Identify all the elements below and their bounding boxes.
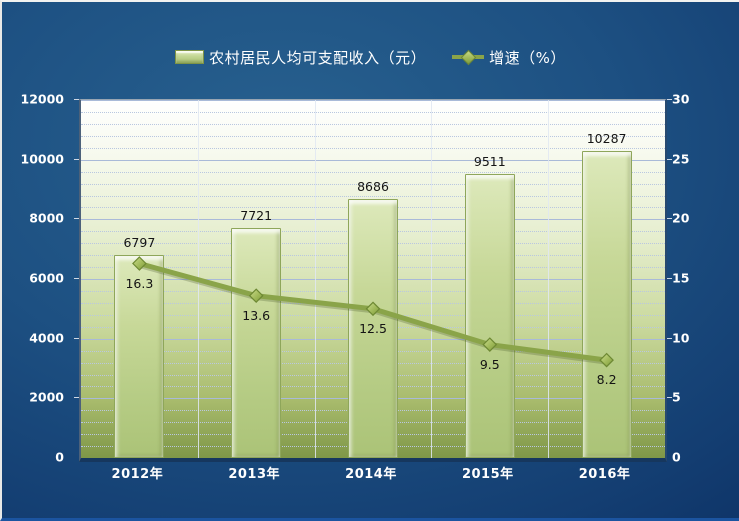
- x-axis-label-2015年: 2015年: [461, 467, 514, 482]
- bar-series-swatch-icon: [175, 50, 205, 64]
- left-axis-tickmark: [74, 337, 79, 339]
- right-axis-tickmark: [667, 158, 672, 160]
- bar-2013年: [231, 227, 282, 458]
- minor-gridline: [81, 147, 665, 149]
- bar-value-label: 6797: [123, 235, 156, 251]
- right-axis-tick-label: 10: [672, 330, 690, 346]
- plot-area: 6797 7721 8686 9511 10287 16.3 13.6 12.5 9.5 8.2: [79, 99, 667, 462]
- minor-gridline: [81, 195, 665, 197]
- left-axis-tickmark: [74, 218, 79, 220]
- x-axis-label-2013年: 2013年: [228, 467, 281, 482]
- left-axis-tick-label: 6000: [29, 270, 64, 286]
- bar-value-label: 7721: [240, 207, 273, 223]
- right-axis-tick-label: 0: [672, 449, 681, 465]
- right-axis-tickmark: [667, 337, 672, 339]
- line-marker-diamond: [132, 256, 147, 271]
- bar-2016年: [581, 151, 632, 458]
- right-axis-tickmark: [667, 278, 672, 279]
- right-axis-tick-label: 15: [672, 270, 690, 286]
- x-axis-label-2014年: 2014年: [345, 467, 397, 482]
- left-axis-tickmark: [74, 397, 79, 399]
- line-marker-diamond: [365, 301, 381, 317]
- right-axis-tickmark: [667, 99, 672, 100]
- right-axis-tickmark: [667, 218, 672, 220]
- bar-value-label: 10287: [586, 131, 627, 147]
- minor-gridline: [81, 111, 665, 113]
- bar-value-label: 8686: [357, 178, 389, 194]
- left-axis-tickmark: [74, 99, 79, 100]
- bar-2015年: [464, 174, 515, 458]
- x-axis-label-2016年: 2016年: [578, 467, 631, 482]
- line-marker-diamond: [482, 337, 498, 352]
- category-gridline: [548, 100, 550, 458]
- growth-value-label: 16.3: [125, 275, 154, 291]
- growth-value-label: 13.6: [242, 307, 271, 323]
- right-axis-tick-label: 25: [672, 151, 690, 167]
- growth-value-label: 9.5: [479, 356, 500, 372]
- minor-gridline: [81, 183, 665, 185]
- left-axis-tickmark: [74, 158, 79, 160]
- legend-label-income: 农村居民人均可支配收入（元）: [209, 48, 427, 67]
- minor-gridline: [81, 135, 665, 137]
- growth-value-label: 12.5: [359, 320, 387, 336]
- bar-value-label: 9511: [473, 154, 506, 170]
- right-axis-tickmark: [667, 397, 672, 399]
- bar-2012年: [114, 255, 165, 458]
- line-series-swatch-icon: [452, 49, 485, 66]
- legend-item-income: 农村居民人均可支配收入（元）: [175, 47, 426, 68]
- legend-item-growth: 增速（%）: [452, 47, 566, 68]
- right-axis-tick-label: 5: [672, 389, 681, 405]
- left-axis-tick-label: 2000: [29, 389, 64, 405]
- legend: 农村居民人均可支配收入（元） 增速（%）: [2, 44, 739, 70]
- right-axis-tick-label: 30: [672, 91, 690, 107]
- line-marker-diamond: [599, 352, 614, 368]
- category-gridline: [431, 100, 433, 458]
- left-axis-tick-label: 10000: [20, 151, 65, 167]
- left-axis-tick-label: 0: [55, 449, 64, 465]
- growth-value-label: 8.2: [596, 372, 617, 388]
- major-gridline: [81, 100, 665, 101]
- left-axis-tick-label: 12000: [20, 91, 65, 107]
- category-gridline: [314, 100, 316, 458]
- growth-line: [132, 256, 614, 368]
- minor-gridline: [81, 171, 665, 173]
- left-axis-tick-label: 8000: [29, 210, 64, 226]
- bar-2014年: [348, 198, 398, 458]
- line-marker-diamond: [248, 288, 264, 304]
- left-axis-tickmark: [74, 278, 79, 279]
- x-axis-label-2012年: 2012年: [111, 467, 164, 482]
- left-axis-tick-label: 4000: [29, 330, 64, 346]
- right-axis-tick-label: 20: [672, 210, 690, 226]
- major-gridline: [81, 159, 665, 161]
- minor-gridline: [81, 123, 665, 125]
- legend-label-growth: 增速（%）: [489, 48, 566, 67]
